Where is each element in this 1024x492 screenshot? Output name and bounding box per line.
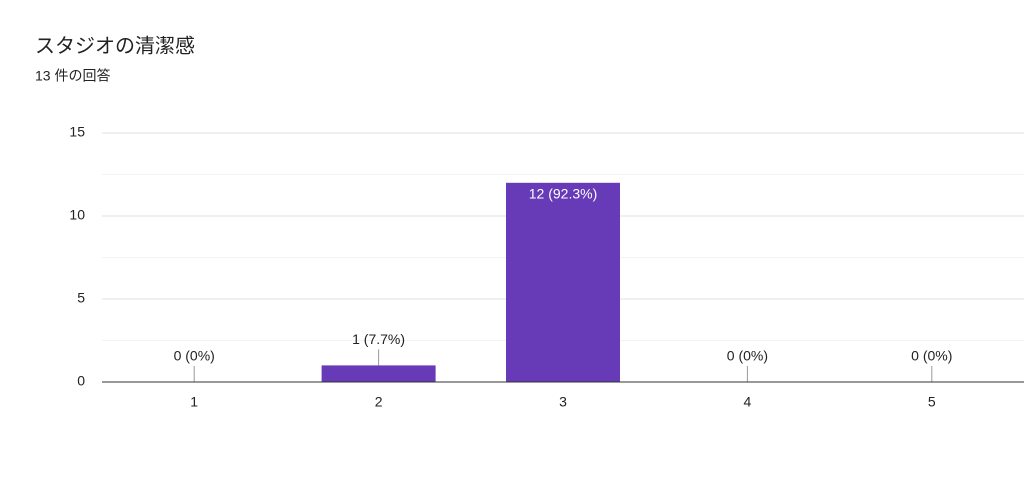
chart-title: スタジオの清潔感 [35, 34, 195, 57]
y-tick-label: 15 [69, 124, 85, 140]
data-label: 1 (7.7%) [352, 331, 405, 347]
bar [321, 365, 436, 382]
data-label: 0 (0%) [727, 348, 768, 364]
x-tick-label: 5 [928, 394, 936, 410]
chart-subtitle: 13 件の回答 [35, 68, 110, 84]
y-tick-label: 5 [77, 290, 85, 306]
x-tick-label: 4 [744, 394, 752, 410]
y-tick-label: 0 [77, 373, 85, 389]
data-label: 0 (0%) [174, 348, 215, 364]
x-tick-label: 3 [559, 394, 567, 410]
y-tick-label: 10 [69, 207, 85, 223]
x-tick-label: 1 [190, 394, 198, 410]
data-label: 0 (0%) [911, 348, 952, 364]
bar [506, 182, 620, 382]
data-label: 12 (92.3%) [529, 186, 597, 202]
x-tick-label: 2 [375, 394, 383, 410]
